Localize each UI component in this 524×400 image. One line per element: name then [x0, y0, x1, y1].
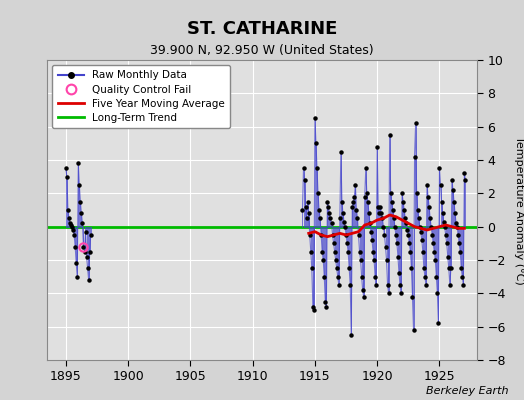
Y-axis label: Temperature Anomaly (°C): Temperature Anomaly (°C) [514, 136, 524, 284]
Legend: Raw Monthly Data, Quality Control Fail, Five Year Moving Average, Long-Term Tren: Raw Monthly Data, Quality Control Fail, … [52, 65, 230, 128]
Text: 39.900 N, 92.950 W (United States): 39.900 N, 92.950 W (United States) [150, 44, 374, 57]
Text: Berkeley Earth: Berkeley Earth [426, 386, 508, 396]
Text: ST. CATHARINE: ST. CATHARINE [187, 20, 337, 38]
